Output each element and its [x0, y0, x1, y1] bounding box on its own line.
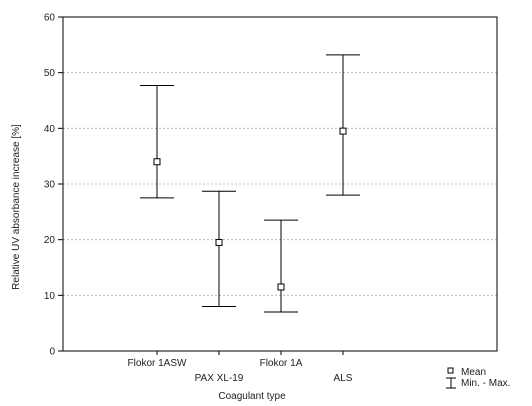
y-tick-label: 10	[44, 291, 56, 302]
y-axis-title: Relative UV absorbance increase [%]	[11, 124, 22, 290]
x-axis-title: Coagulant type	[218, 391, 286, 402]
y-tick-label: 20	[44, 235, 56, 246]
x-tick-label: Flokor 1ASW	[128, 358, 187, 369]
x-tick-label: PAX XL-19	[195, 373, 244, 384]
legend-mean-marker	[447, 367, 454, 374]
y-tick-label: 60	[44, 13, 56, 24]
mean-marker	[153, 158, 161, 166]
mean-marker	[339, 127, 347, 135]
x-tick-label: Flokor 1A	[260, 358, 303, 369]
legend-mean-label: Mean	[461, 367, 486, 378]
mean-marker	[277, 283, 285, 291]
y-tick-label: 30	[44, 180, 56, 191]
mean-marker	[215, 238, 223, 246]
legend-range-label: Min. - Max.	[461, 378, 510, 389]
x-ticks: Flokor 1ASW PAX XL-19 Flokor 1A ALS	[128, 351, 353, 384]
series	[140, 54, 360, 313]
y-tick-label: 40	[44, 124, 56, 135]
y-tick-label: 50	[44, 68, 56, 79]
y-ticks: 0 10 20 30 40 50 60	[44, 13, 63, 358]
x-tick-label: ALS	[334, 373, 353, 384]
legend: Mean Min. - Max.	[446, 367, 510, 389]
gridlines	[63, 72, 497, 296]
y-tick-label: 0	[49, 347, 55, 358]
